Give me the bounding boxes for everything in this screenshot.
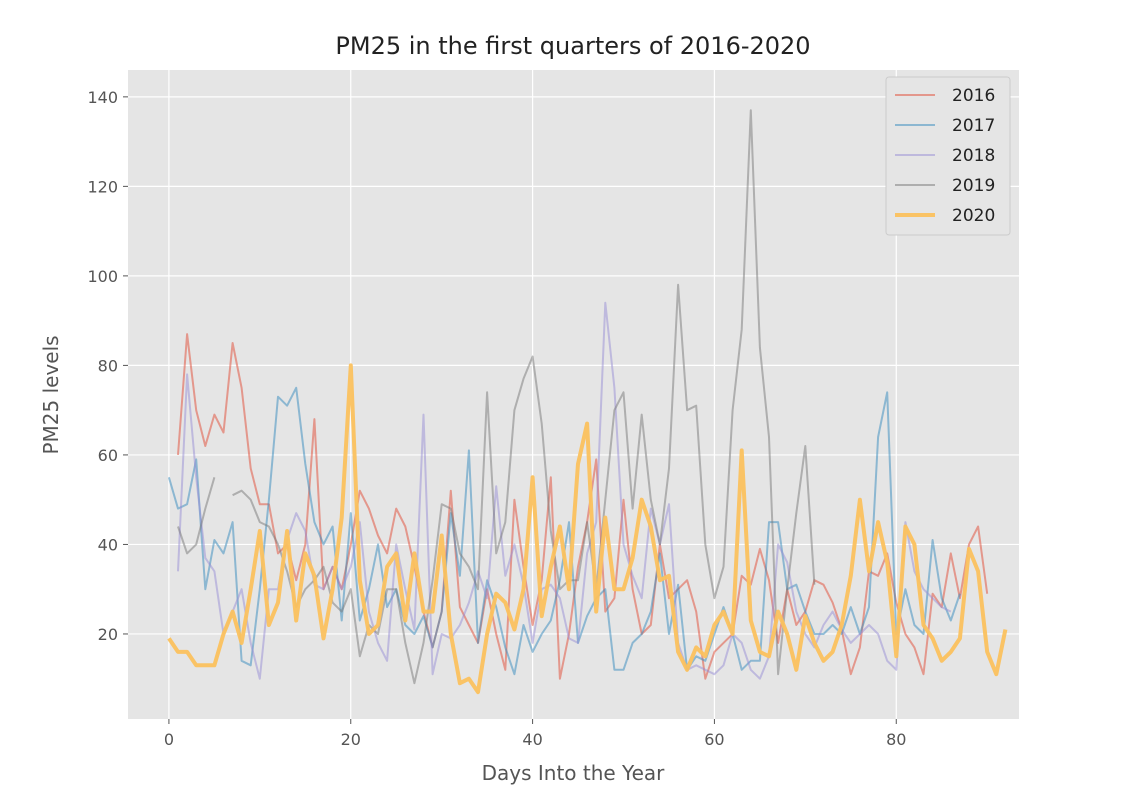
x-axis-label: Days Into the Year xyxy=(482,761,666,785)
series-layer xyxy=(167,109,1008,695)
x-tick-label: 20 xyxy=(341,730,361,749)
x-tick-label: 60 xyxy=(704,730,724,749)
y-tick-label: 120 xyxy=(87,177,118,196)
y-tick-label: 100 xyxy=(87,267,118,286)
series-line-2020 xyxy=(167,363,1008,695)
legend: 2016 2017 2018 2019 2020 xyxy=(885,76,1011,236)
y-tick-label: 140 xyxy=(87,88,118,107)
legend-label: 2017 xyxy=(952,116,995,136)
legend-label: 2016 xyxy=(952,86,995,106)
legend-box xyxy=(885,76,1011,236)
series-line-2019 xyxy=(177,109,816,685)
x-tick-label: 40 xyxy=(522,730,542,749)
x-tick-label: 0 xyxy=(164,730,174,749)
axis-ticks: 0 20 40 60 80 20 40 60 80 100 120 140 xyxy=(87,88,906,749)
y-tick-label: 60 xyxy=(98,446,118,465)
x-tick-label: 80 xyxy=(886,730,906,749)
y-tick-label: 80 xyxy=(98,356,118,375)
legend-label: 2019 xyxy=(952,176,995,196)
series-line-2018 xyxy=(177,301,952,680)
series-line-2016 xyxy=(177,333,989,680)
y-tick-label: 40 xyxy=(98,535,118,554)
legend-label: 2018 xyxy=(952,146,995,166)
chart-title: PM25 in the first quarters of 2016-2020 xyxy=(335,32,810,60)
plot-background xyxy=(128,70,1019,719)
y-tick-label: 20 xyxy=(98,625,118,644)
y-axis-label: PM25 levels xyxy=(39,335,63,454)
legend-label: 2020 xyxy=(952,206,995,226)
